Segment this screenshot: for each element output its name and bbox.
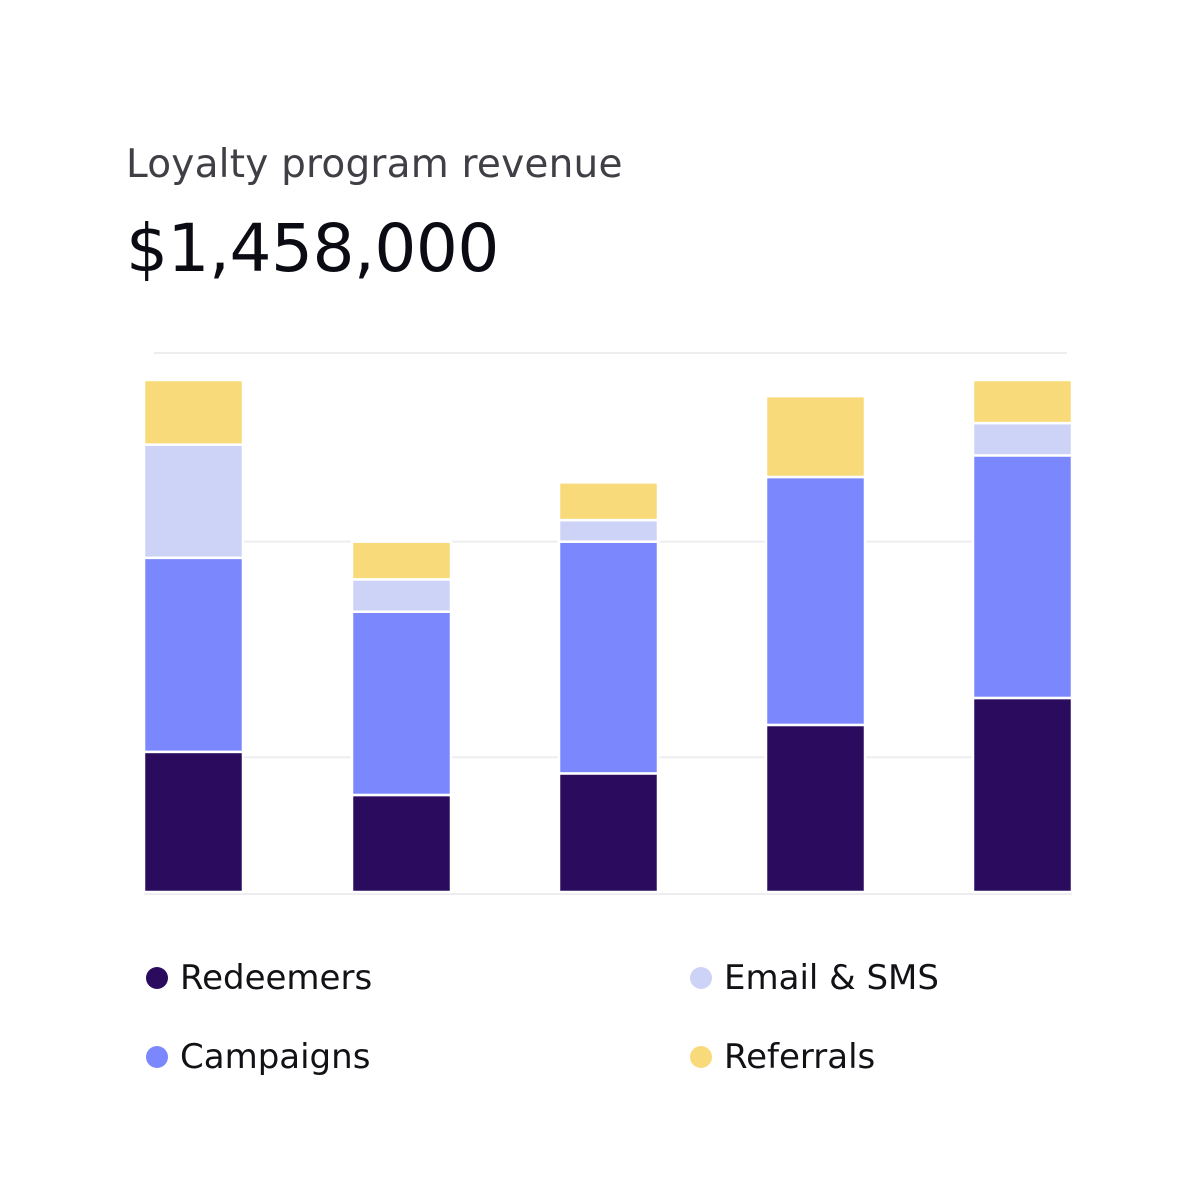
legend-dot-referrals [690, 1046, 712, 1068]
bar-5-referrals[interactable] [971, 378, 1074, 425]
legend-dot-campaigns [146, 1046, 168, 1068]
revenue-total: $1,458,000 [126, 210, 499, 287]
legend-item-redeemers[interactable]: Redeemers [146, 958, 372, 998]
bar-3-email-sms[interactable] [557, 518, 660, 543]
bar-4-campaigns[interactable] [764, 475, 867, 727]
bar-series [142, 378, 1074, 894]
bar-2-email-sms[interactable] [350, 578, 453, 613]
bar-2-redeemers[interactable] [350, 793, 453, 894]
legend-label-email-sms: Email & SMS [724, 958, 939, 998]
bar-5-redeemers[interactable] [971, 696, 1074, 894]
bar-5-campaigns[interactable] [971, 454, 1074, 700]
legend-item-campaigns[interactable]: Campaigns [146, 1037, 370, 1077]
legend-dot-redeemers [146, 967, 168, 989]
bar-2-campaigns[interactable] [350, 610, 453, 797]
legend-item-email-sms[interactable]: Email & SMS [690, 958, 939, 998]
legend-item-referrals[interactable]: Referrals [690, 1037, 875, 1077]
bar-1-redeemers[interactable] [142, 750, 245, 894]
legend-label-redeemers: Redeemers [180, 958, 373, 998]
legend-label-referrals: Referrals [724, 1037, 876, 1077]
bar-1-campaigns[interactable] [142, 556, 245, 754]
bar-4-redeemers[interactable] [764, 723, 867, 894]
chart-title: Loyalty program revenue [126, 142, 623, 187]
bar-3-referrals[interactable] [557, 481, 660, 522]
bar-1-email-sms[interactable] [142, 443, 245, 560]
bar-4-referrals[interactable] [764, 394, 867, 479]
bar-5-email-sms[interactable] [971, 421, 1074, 457]
bar-2-referrals[interactable] [350, 540, 453, 581]
bar-3-campaigns[interactable] [557, 540, 660, 775]
legend-label-campaigns: Campaigns [180, 1037, 371, 1077]
bar-1-referrals[interactable] [142, 378, 245, 446]
legend-dot-email-sms [690, 967, 712, 989]
bar-3-redeemers[interactable] [557, 772, 660, 894]
